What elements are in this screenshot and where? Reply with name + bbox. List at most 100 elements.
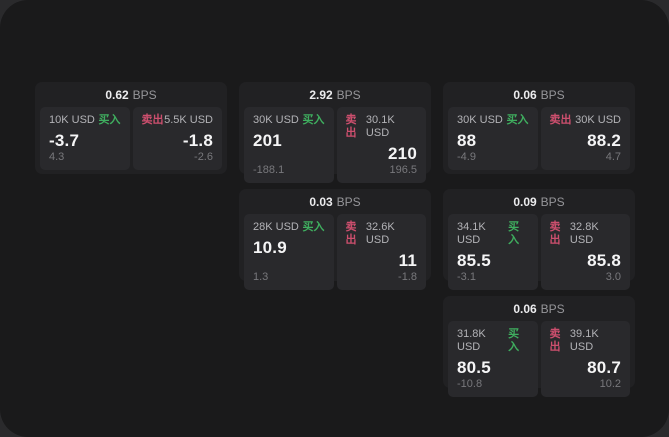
sell-pane-top-row: 卖出 32.6K USD — [346, 221, 418, 247]
buy-price: 85.5 — [457, 251, 491, 270]
bps-header: 0.62 BPS — [40, 82, 222, 107]
bps-header: 0.06 BPS — [448, 296, 630, 321]
quote-card-body: 31.8K USD 买入 80.5 -10.8 卖出 39.1K USD 80.… — [448, 321, 630, 397]
buy-side-label: 买入 — [506, 114, 529, 126]
sell-delta: -1.8 — [398, 271, 417, 283]
sell-quote-pane[interactable]: 卖出 30.1K USD 210 196.5 — [336, 107, 426, 183]
buy-quote-pane[interactable]: 30K USD 买入 201 -188.1 — [244, 107, 334, 183]
sell-quote-pane[interactable]: 卖出 32.6K USD 11 -1.8 — [336, 214, 426, 290]
buy-pane-top-row: 31.8K USD 买入 — [457, 328, 529, 354]
sell-delta: 196.5 — [389, 164, 417, 176]
buy-delta: 1.3 — [253, 271, 269, 283]
quote-card-body: 30K USD 买入 201 -188.1 卖出 30.1K USD 210 1… — [244, 107, 426, 183]
buy-quote-pane[interactable]: 28K USD 买入 10.9 1.3 — [244, 214, 334, 290]
sell-price: 80.7 — [587, 358, 621, 377]
quote-card-2[interactable]: 2.92 BPS 30K USD 买入 201 -188.1 卖出 30.1K … — [239, 82, 431, 183]
buy-amount: 34.1K USD — [457, 221, 486, 246]
buy-price: 10.9 — [253, 238, 287, 257]
quote-card-body: 10K USD 买入 -3.7 4.3 卖出 5.5K USD -1.8 -2.… — [40, 107, 222, 170]
sell-price: 210 — [388, 144, 417, 163]
quote-card-6[interactable]: 0.06 BPS 31.8K USD 买入 80.5 -10.8 卖出 39.1… — [443, 296, 635, 397]
buy-price: 80.5 — [457, 358, 491, 377]
bps-unit-label: BPS — [336, 194, 361, 209]
bps-value: 0.62 — [105, 87, 129, 102]
sell-quote-pane[interactable]: 卖出 5.5K USD -1.8 -2.6 — [132, 107, 222, 170]
buy-pane-top-row: 28K USD 买入 — [253, 221, 325, 234]
sell-delta: 3.0 — [605, 271, 621, 283]
sell-amount: 30K USD — [575, 114, 621, 126]
buy-amount: 28K USD — [253, 221, 299, 233]
quote-card-body: 34.1K USD 买入 85.5 -3.1 卖出 32.8K USD 85.8… — [448, 214, 630, 290]
sell-amount: 5.5K USD — [164, 114, 213, 126]
sell-pane-top-row: 卖出 32.8K USD — [550, 221, 622, 247]
bps-header: 2.92 BPS — [244, 82, 426, 107]
buy-amount: 31.8K USD — [457, 328, 486, 353]
buy-quote-pane[interactable]: 10K USD 买入 -3.7 4.3 — [40, 107, 130, 170]
buy-side-label: 买入 — [508, 221, 520, 246]
bps-value: 0.09 — [513, 194, 537, 209]
bps-unit-label: BPS — [540, 301, 565, 316]
sell-side-label: 卖出 — [549, 328, 561, 353]
quote-card-1[interactable]: 0.62 BPS 10K USD 买入 -3.7 4.3 卖出 5.5K USD… — [35, 82, 227, 174]
bps-header: 0.03 BPS — [244, 189, 426, 214]
sell-pane-top-row: 卖出 5.5K USD — [142, 114, 214, 127]
sell-quote-pane[interactable]: 卖出 39.1K USD 80.7 10.2 — [540, 321, 630, 397]
buy-delta: 4.3 — [49, 151, 65, 163]
sell-amount: 32.8K USD — [569, 221, 599, 246]
bps-value: 2.92 — [309, 87, 333, 102]
sell-delta: 4.7 — [605, 151, 621, 163]
sell-pane-top-row: 卖出 30.1K USD — [346, 114, 418, 140]
buy-delta: -4.9 — [457, 151, 476, 163]
quote-card-4[interactable]: 0.03 BPS 28K USD 买入 10.9 1.3 卖出 32.6K US… — [239, 189, 431, 290]
sell-amount: 32.6K USD — [365, 221, 395, 246]
buy-side-label: 买入 — [98, 114, 121, 126]
buy-price: 201 — [253, 131, 282, 150]
buy-side-label: 买入 — [302, 114, 325, 126]
sell-price: 88.2 — [587, 131, 621, 150]
bps-header: 0.06 BPS — [448, 82, 630, 107]
buy-pane-top-row: 34.1K USD 买入 — [457, 221, 529, 247]
quote-card-body: 30K USD 买入 88 -4.9 卖出 30K USD 88.2 4.7 — [448, 107, 630, 170]
quote-card-3[interactable]: 0.06 BPS 30K USD 买入 88 -4.9 卖出 30K USD 8… — [443, 82, 635, 174]
sell-side-label: 卖出 — [345, 221, 357, 246]
sell-pane-top-row: 卖出 30K USD — [550, 114, 622, 127]
sell-quote-pane[interactable]: 卖出 30K USD 88.2 4.7 — [540, 107, 630, 170]
buy-pane-top-row: 30K USD 买入 — [253, 114, 325, 127]
buy-quote-pane[interactable]: 30K USD 买入 88 -4.9 — [448, 107, 538, 170]
sell-delta: 10.2 — [599, 378, 621, 390]
buy-pane-top-row: 30K USD 买入 — [457, 114, 529, 127]
buy-price: -3.7 — [49, 131, 80, 150]
bps-unit-label: BPS — [336, 87, 361, 102]
sell-delta: -2.6 — [194, 151, 213, 163]
buy-quote-pane[interactable]: 31.8K USD 买入 80.5 -10.8 — [448, 321, 538, 397]
sell-side-label: 卖出 — [549, 114, 572, 126]
bps-value: 0.06 — [513, 87, 537, 102]
sell-price: -1.8 — [182, 131, 213, 150]
buy-amount: 30K USD — [457, 114, 503, 126]
buy-side-label: 买入 — [302, 221, 325, 233]
quote-card-5[interactable]: 0.09 BPS 34.1K USD 买入 85.5 -3.1 卖出 32.8K… — [443, 189, 635, 290]
bps-value: 0.06 — [513, 301, 537, 316]
sell-side-label: 卖出 — [549, 221, 561, 246]
buy-amount: 10K USD — [49, 114, 95, 126]
sell-price: 11 — [398, 251, 417, 270]
bps-unit-label: BPS — [540, 194, 565, 209]
bps-header: 0.09 BPS — [448, 189, 630, 214]
sell-price: 85.8 — [587, 251, 621, 270]
quote-card-body: 28K USD 买入 10.9 1.3 卖出 32.6K USD 11 -1.8 — [244, 214, 426, 290]
sell-pane-top-row: 卖出 39.1K USD — [550, 328, 622, 354]
sell-amount: 39.1K USD — [569, 328, 599, 353]
sell-quote-pane[interactable]: 卖出 32.8K USD 85.8 3.0 — [540, 214, 630, 290]
cards-grid: 0.62 BPS 10K USD 买入 -3.7 4.3 卖出 5.5K USD… — [35, 82, 635, 397]
buy-delta: -188.1 — [253, 164, 285, 176]
buy-price: 88 — [457, 131, 477, 150]
sell-side-label: 卖出 — [345, 114, 357, 139]
buy-quote-pane[interactable]: 34.1K USD 买入 85.5 -3.1 — [448, 214, 538, 290]
buy-delta: -3.1 — [457, 271, 476, 283]
bps-value: 0.03 — [309, 194, 333, 209]
buy-pane-top-row: 10K USD 买入 — [49, 114, 121, 127]
sell-side-label: 卖出 — [141, 114, 164, 126]
buy-amount: 30K USD — [253, 114, 299, 126]
bps-unit-label: BPS — [132, 87, 157, 102]
